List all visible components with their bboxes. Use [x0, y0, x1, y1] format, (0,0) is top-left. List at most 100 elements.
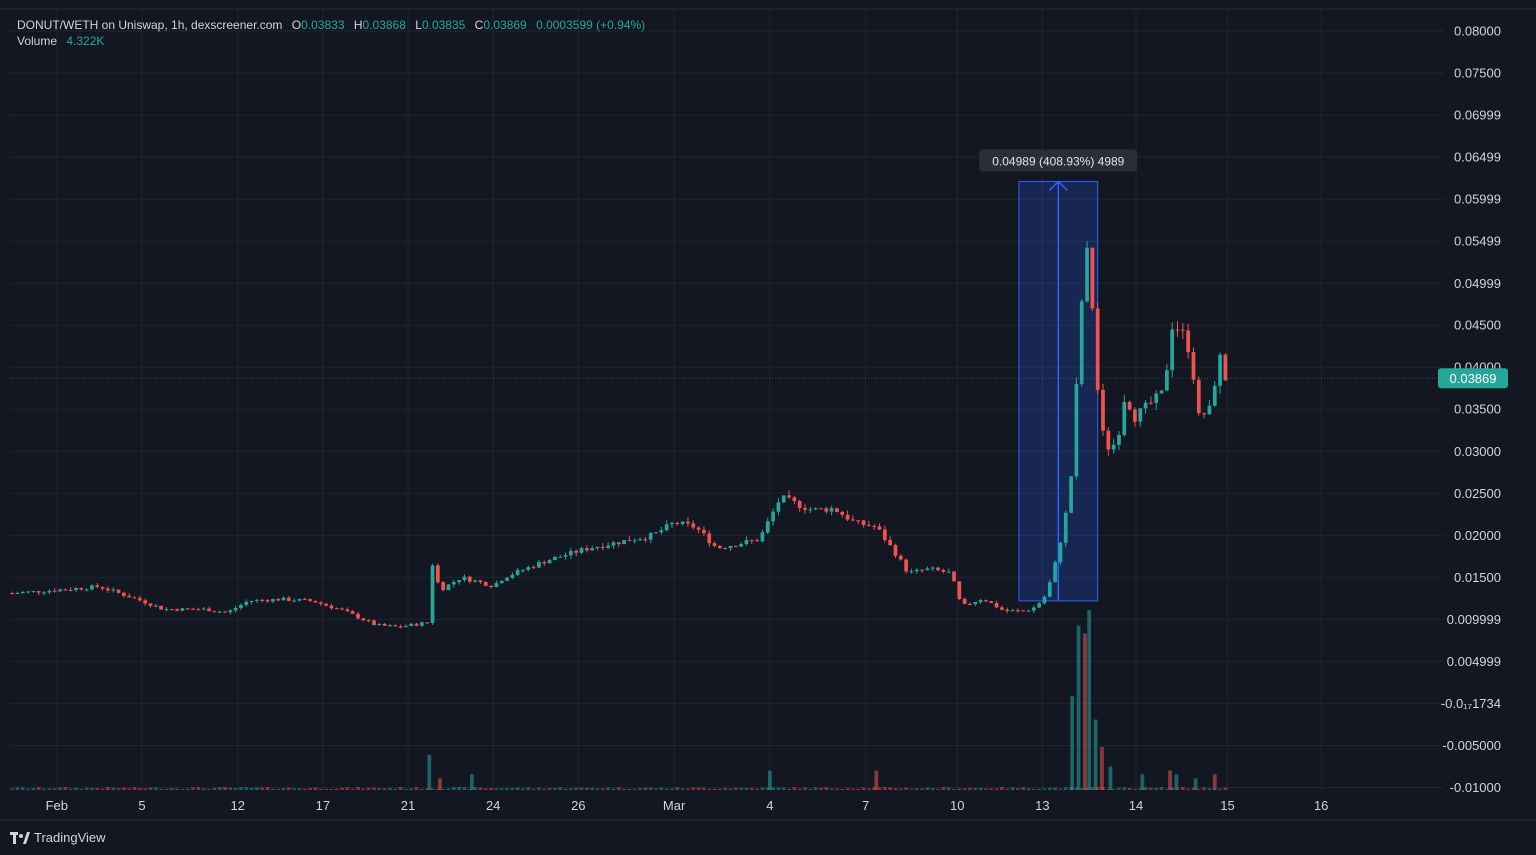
volume-bar [867, 788, 871, 790]
volume-bar [473, 787, 477, 790]
volume-bar [680, 788, 685, 790]
candle-body [781, 495, 786, 503]
volume-bar [31, 788, 36, 790]
volume-bar [946, 787, 951, 790]
volume-spike-bar [768, 770, 772, 790]
volume-bar [563, 788, 568, 790]
candle-body [239, 605, 243, 609]
candle-body [1021, 610, 1026, 612]
volume-bar [1223, 787, 1228, 790]
volume-bar [100, 788, 105, 790]
volume-bar [90, 788, 94, 790]
volume-bar [499, 788, 504, 790]
volume-bar [904, 787, 908, 790]
candle-body [425, 622, 430, 624]
x-tick-label: 5 [138, 798, 145, 813]
candle-body [797, 500, 802, 508]
volume-legend-row: Volume 4.322K [17, 33, 645, 49]
candle-body [122, 592, 126, 596]
volume-bar [425, 788, 430, 790]
candle-body [787, 495, 791, 498]
volume-bar [217, 787, 222, 790]
candle-body [707, 533, 712, 544]
y-tick-label: 0.01500 [1454, 570, 1501, 585]
candle-body [95, 585, 100, 588]
x-tick-label: 13 [1035, 798, 1049, 813]
candle-body [1122, 402, 1127, 435]
candle-body [1016, 610, 1020, 612]
candle-body [372, 620, 376, 626]
volume-bar [58, 787, 62, 790]
candle-body [324, 603, 328, 606]
volume-bar [856, 788, 861, 790]
volume-bar [1180, 787, 1185, 790]
volume-bar [569, 788, 573, 790]
candle-body [207, 608, 211, 612]
volume-bar [175, 788, 179, 790]
candle-body [1218, 354, 1222, 386]
tradingview-brand[interactable]: TradingView [10, 830, 106, 845]
volume-bar [148, 787, 153, 790]
candle-body [739, 544, 744, 547]
x-tick-label: 24 [486, 798, 500, 813]
candle-body [691, 523, 696, 528]
measure-tool[interactable]: 0.04989 (408.93%) 4989 [979, 149, 1138, 602]
candle-body [1223, 354, 1228, 381]
volume-bar [1079, 788, 1084, 790]
candle-body [20, 592, 25, 594]
candle-body [723, 548, 728, 550]
low-value: 0.03835 [421, 18, 466, 32]
volume-bar [414, 787, 419, 790]
candle-body [31, 590, 36, 592]
candle-body [920, 569, 924, 571]
volume-bar [781, 787, 786, 790]
volume-bar [962, 788, 967, 790]
volume-bar [244, 787, 249, 790]
volume-bar [968, 788, 972, 790]
volume-spike-bar [1100, 746, 1104, 790]
volume-label: Volume [17, 34, 58, 48]
volume-bar [845, 788, 850, 790]
candle-body [829, 508, 834, 512]
volume-bar [1138, 788, 1143, 790]
volume-bar [36, 787, 41, 790]
volume-bar [451, 787, 456, 790]
candle-body [867, 524, 871, 526]
volume-bar [324, 788, 328, 790]
y-tick-label: -0.01000 [1450, 780, 1501, 795]
volume-bar [696, 787, 701, 790]
candle-body [1058, 542, 1063, 563]
candle-body [212, 611, 217, 613]
volume-bar [861, 787, 866, 790]
volume-spike-bar [874, 770, 879, 790]
candle-body [489, 585, 493, 588]
volume-bar [409, 788, 414, 790]
volume-bar [739, 787, 744, 790]
volume-bar [63, 787, 68, 790]
volume-bar [292, 788, 297, 790]
volume-bar [318, 788, 323, 790]
candle-body [68, 589, 73, 591]
y-tick-label: 0.05999 [1454, 192, 1501, 207]
candle-body [792, 497, 797, 501]
volume-bar [26, 788, 30, 790]
candle-body [1026, 610, 1031, 612]
candle-body [185, 608, 190, 610]
candle-body [914, 569, 919, 572]
candle-body [1000, 607, 1004, 610]
candle-body [292, 600, 297, 602]
candle-body [537, 562, 541, 568]
candle-body [116, 589, 121, 593]
candle-body [334, 608, 339, 610]
volume-bar [340, 787, 344, 790]
volume-bar [553, 788, 557, 790]
candle-body [930, 567, 935, 569]
volume-bar [803, 787, 807, 790]
candle-body [1079, 301, 1084, 385]
candle-body [882, 529, 887, 540]
candle-body [153, 605, 158, 607]
candle-body [286, 597, 291, 601]
open-label: O [291, 18, 302, 32]
candle-body [1175, 329, 1180, 331]
